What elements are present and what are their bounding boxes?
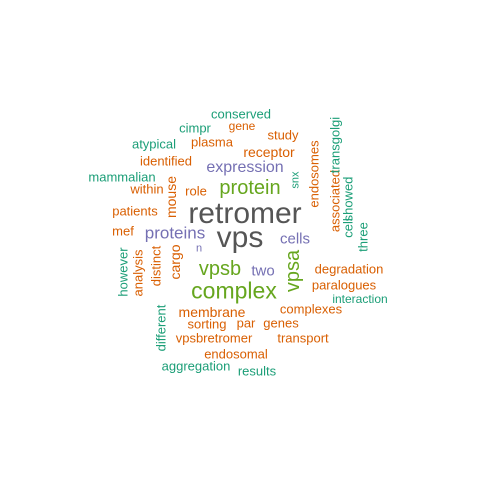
word-vpsbretromer: vpsbretromer — [175, 330, 253, 346]
word-membrane: membrane — [178, 304, 246, 320]
word-showed: showed — [340, 176, 356, 222]
word-different: different — [153, 304, 169, 352]
word-interaction: interaction — [332, 292, 388, 306]
word-patients: patients — [112, 203, 158, 219]
word-however: however — [115, 247, 131, 297]
word-cimpr: cimpr — [179, 120, 211, 136]
word-atypical: atypical — [131, 136, 177, 152]
word-study: study — [267, 127, 299, 143]
word-gene: gene — [228, 119, 256, 133]
word-snx: snx — [289, 171, 302, 189]
word-mammalian: mammalian — [88, 169, 156, 185]
word-transport: transport — [277, 330, 329, 346]
word-two: two — [251, 262, 275, 280]
word-conserved: conserved — [211, 106, 271, 122]
word-plasma: plasma — [191, 134, 233, 150]
word-three: three — [355, 222, 371, 252]
word-par: par — [236, 315, 256, 331]
word-expression: expression — [206, 159, 284, 176]
word-analysis: analysis — [130, 249, 146, 297]
word-identified: identified — [139, 153, 193, 169]
word-role: role — [185, 183, 207, 199]
word-cargo: cargo — [167, 244, 183, 280]
word-vps: vps — [216, 221, 264, 254]
word-mef: mef — [112, 223, 134, 239]
word-sorting: sorting — [187, 316, 227, 332]
word-complex: complex — [191, 277, 277, 304]
word-vpsa: vpsa — [282, 249, 304, 293]
word-degradation: degradation — [314, 261, 384, 277]
word-vpsb: vpsb — [198, 258, 242, 280]
word-aggregation: aggregation — [161, 358, 231, 374]
word-protein: protein — [219, 177, 281, 199]
word-cells: cells — [279, 230, 311, 248]
word-paralogues: paralogues — [311, 277, 377, 293]
word-results: results — [237, 363, 277, 379]
word-receptor: receptor — [243, 144, 295, 160]
word-endosomal: endosomal — [204, 346, 268, 362]
word-mouse: mouse — [163, 175, 179, 219]
word-within: within — [130, 181, 164, 197]
word-distinct: distinct — [148, 245, 164, 287]
word-endosomes: endosomes — [306, 140, 322, 208]
word-proteins: proteins — [144, 223, 206, 243]
word-complexes: complexes — [279, 301, 343, 317]
word-genes: genes — [263, 315, 299, 331]
word-retromer: retromer — [188, 197, 302, 230]
word-n: n — [195, 242, 203, 255]
word-transgolgi: transgolgi — [327, 116, 343, 174]
